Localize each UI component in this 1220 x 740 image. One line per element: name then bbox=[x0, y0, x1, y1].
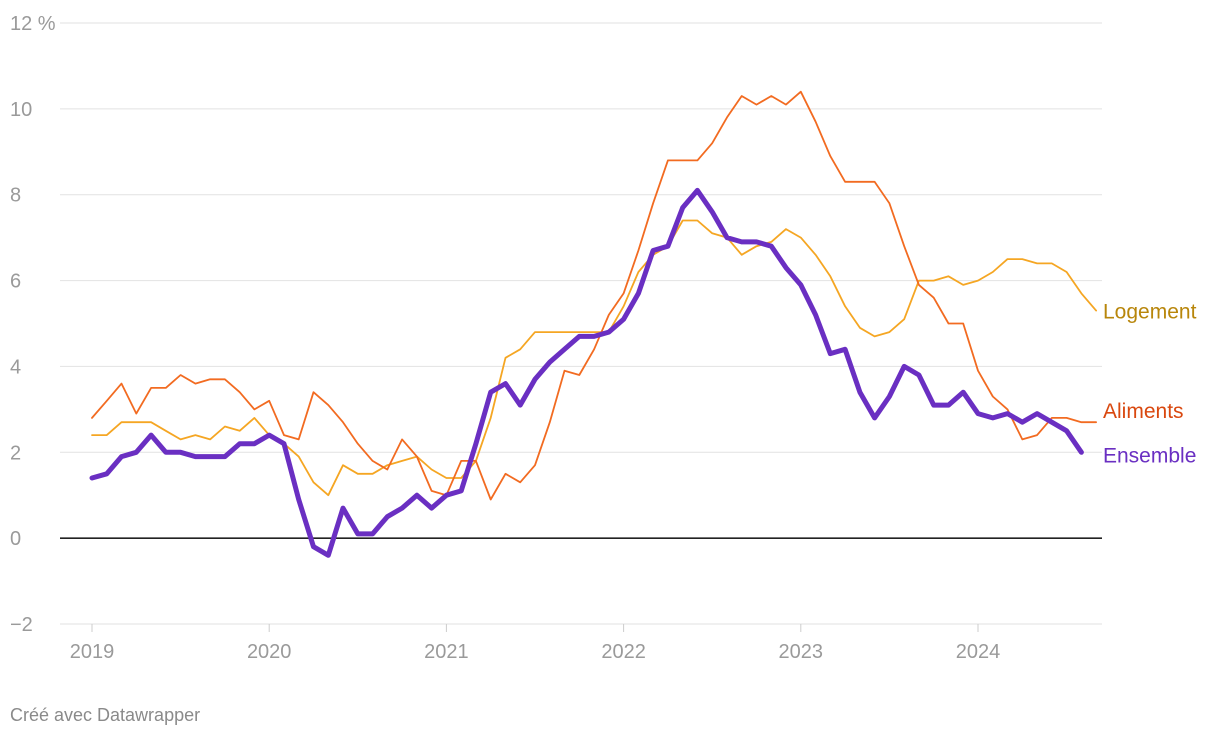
grid bbox=[60, 22, 1102, 625]
series-line-logement bbox=[91, 219, 1097, 497]
credit-text: Créé avec Datawrapper bbox=[10, 705, 201, 725]
x-tick-label: 2020 bbox=[247, 641, 292, 663]
y-tick-label: 12 % bbox=[10, 13, 56, 35]
y-tick-label: −2 bbox=[10, 614, 33, 636]
series-label-logement: Logement bbox=[1103, 301, 1197, 324]
x-axis: 2019 2020 2021 2022 2023 2024 bbox=[70, 624, 1001, 663]
series-line-aliments bbox=[91, 90, 1097, 501]
y-tick-label: 0 bbox=[10, 528, 21, 550]
x-tick-label: 2023 bbox=[779, 641, 824, 663]
series-line-ensemble bbox=[89, 187, 1084, 558]
y-axis: 12 % 10 8 6 4 2 0 −2 bbox=[10, 13, 56, 636]
y-tick-label: 4 bbox=[10, 356, 21, 378]
series-label-aliments: Aliments bbox=[1103, 400, 1184, 423]
x-tick-label: 2019 bbox=[70, 641, 115, 663]
series-labels: Logement Aliments Ensemble bbox=[1103, 301, 1197, 468]
y-tick-label: 6 bbox=[10, 271, 21, 293]
y-tick-label: 10 bbox=[10, 99, 32, 121]
x-tick-label: 2022 bbox=[601, 641, 646, 663]
y-tick-label: 8 bbox=[10, 185, 21, 207]
series-group bbox=[89, 90, 1097, 558]
y-tick-label: 2 bbox=[10, 442, 21, 464]
series-label-ensemble: Ensemble bbox=[1103, 444, 1196, 467]
inflation-line-chart: 12 % 10 8 6 4 2 0 −2 2019 2020 2021 2022 2023 2024 L… bbox=[10, 13, 1197, 663]
x-tick-label: 2021 bbox=[424, 641, 469, 663]
x-tick-label: 2024 bbox=[956, 641, 1001, 663]
